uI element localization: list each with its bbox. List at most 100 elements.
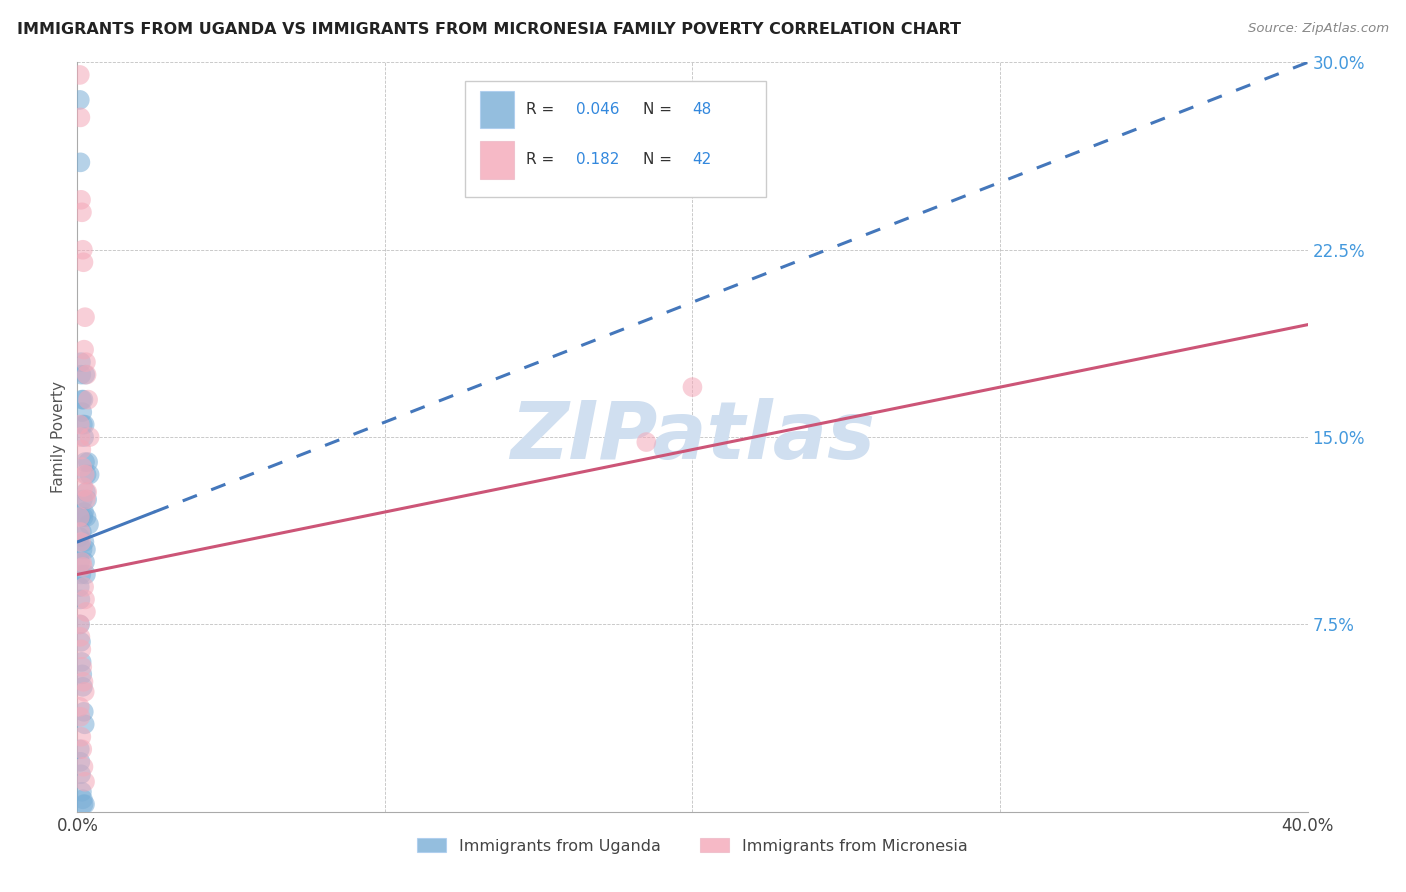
Point bbox=[69, 555, 91, 569]
Point bbox=[73, 505, 96, 519]
Point bbox=[77, 392, 100, 407]
Point bbox=[73, 797, 96, 812]
Point bbox=[69, 630, 91, 644]
Point bbox=[70, 567, 93, 582]
Point bbox=[76, 510, 98, 524]
Point bbox=[77, 455, 100, 469]
Point bbox=[69, 68, 91, 82]
Point bbox=[72, 542, 94, 557]
Text: Source: ZipAtlas.com: Source: ZipAtlas.com bbox=[1249, 22, 1389, 36]
Point bbox=[73, 774, 96, 789]
Point bbox=[75, 485, 97, 500]
Point bbox=[73, 455, 96, 469]
Text: N =: N = bbox=[644, 153, 678, 168]
Point bbox=[70, 524, 93, 539]
Point bbox=[73, 685, 96, 699]
Point bbox=[682, 380, 704, 394]
FancyBboxPatch shape bbox=[479, 91, 515, 128]
Text: N =: N = bbox=[644, 103, 678, 117]
Point bbox=[72, 417, 94, 432]
Point bbox=[72, 492, 94, 507]
Point bbox=[75, 492, 97, 507]
Point bbox=[70, 355, 93, 369]
Point bbox=[72, 510, 94, 524]
Point bbox=[69, 699, 91, 714]
Point bbox=[77, 517, 100, 532]
Point bbox=[76, 368, 98, 382]
Text: R =: R = bbox=[526, 103, 560, 117]
Point bbox=[75, 368, 97, 382]
Point bbox=[76, 467, 98, 482]
Point bbox=[72, 674, 94, 689]
Point bbox=[69, 742, 91, 756]
Point bbox=[69, 155, 91, 169]
Point bbox=[75, 355, 97, 369]
Point bbox=[75, 567, 97, 582]
Point bbox=[79, 467, 101, 482]
Point bbox=[69, 510, 91, 524]
Point bbox=[73, 580, 96, 594]
Point bbox=[73, 417, 96, 432]
Point bbox=[69, 417, 91, 432]
FancyBboxPatch shape bbox=[479, 141, 515, 178]
Point bbox=[72, 480, 94, 494]
Point bbox=[70, 635, 93, 649]
Point bbox=[72, 680, 94, 694]
Point bbox=[70, 405, 93, 419]
Point bbox=[72, 255, 94, 269]
Point bbox=[70, 460, 93, 475]
Point bbox=[70, 392, 93, 407]
Point bbox=[69, 510, 91, 524]
Text: R =: R = bbox=[526, 153, 564, 168]
Point bbox=[70, 767, 93, 781]
Text: ZIPatlas: ZIPatlas bbox=[510, 398, 875, 476]
Point bbox=[75, 605, 97, 619]
Point bbox=[72, 760, 94, 774]
Point bbox=[636, 435, 658, 450]
Point bbox=[72, 797, 94, 812]
Point bbox=[73, 717, 96, 731]
Point bbox=[69, 111, 91, 125]
Point bbox=[69, 755, 91, 769]
Point bbox=[72, 792, 94, 806]
Text: 0.182: 0.182 bbox=[575, 153, 619, 168]
Point bbox=[70, 205, 93, 219]
Text: 48: 48 bbox=[693, 103, 711, 117]
Point bbox=[73, 592, 96, 607]
Point bbox=[73, 343, 96, 357]
Point bbox=[70, 555, 93, 569]
Point bbox=[70, 660, 93, 674]
Point bbox=[75, 542, 97, 557]
Point bbox=[70, 730, 93, 744]
Point bbox=[69, 617, 91, 632]
Text: 0.046: 0.046 bbox=[575, 103, 619, 117]
Point bbox=[69, 93, 91, 107]
Point bbox=[70, 535, 93, 549]
Point bbox=[73, 705, 96, 719]
Point bbox=[73, 310, 96, 325]
Point bbox=[69, 580, 91, 594]
Point bbox=[70, 442, 93, 457]
Point bbox=[70, 655, 93, 669]
Point bbox=[76, 485, 98, 500]
Point bbox=[70, 368, 93, 382]
Point bbox=[72, 392, 94, 407]
Point bbox=[69, 530, 91, 544]
Point bbox=[69, 524, 91, 539]
Point bbox=[70, 742, 93, 756]
Point bbox=[69, 710, 91, 724]
Point bbox=[72, 243, 94, 257]
Point bbox=[69, 430, 91, 444]
Point bbox=[69, 617, 91, 632]
Text: 42: 42 bbox=[693, 153, 711, 168]
Text: IMMIGRANTS FROM UGANDA VS IMMIGRANTS FROM MICRONESIA FAMILY POVERTY CORRELATION : IMMIGRANTS FROM UGANDA VS IMMIGRANTS FRO… bbox=[17, 22, 960, 37]
Point bbox=[70, 785, 93, 799]
Point bbox=[70, 193, 93, 207]
Point bbox=[73, 555, 96, 569]
Point bbox=[79, 430, 101, 444]
Y-axis label: Family Poverty: Family Poverty bbox=[51, 381, 66, 493]
Point bbox=[69, 592, 91, 607]
Point bbox=[73, 430, 96, 444]
Legend: Immigrants from Uganda, Immigrants from Micronesia: Immigrants from Uganda, Immigrants from … bbox=[411, 831, 974, 860]
Point bbox=[73, 467, 96, 482]
